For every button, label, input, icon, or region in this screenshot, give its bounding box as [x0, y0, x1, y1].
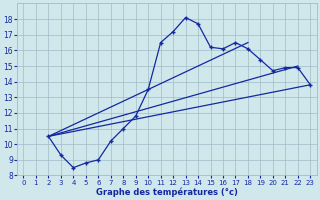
- X-axis label: Graphe des températures (°c): Graphe des températures (°c): [96, 187, 238, 197]
